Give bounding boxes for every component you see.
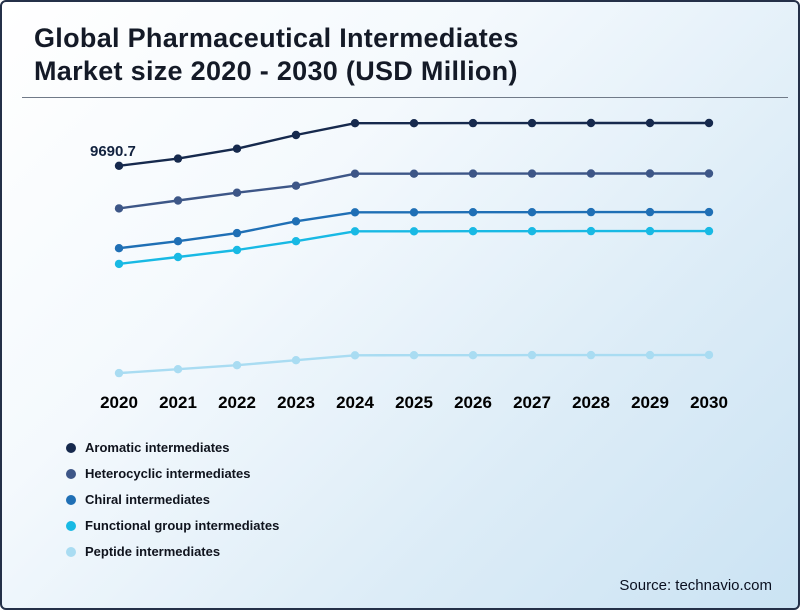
legend-label: Aromatic intermediates (85, 440, 230, 455)
legend-dot-icon (66, 442, 76, 453)
legend-label: Peptide intermediates (85, 544, 221, 559)
legend-item-aromatic: Aromatic intermediates (66, 440, 279, 455)
chart-legend: Aromatic intermediates Heterocyclic inte… (66, 440, 279, 559)
legend-label: Functional group intermediates (85, 518, 280, 533)
svg-text:2026: 2026 (454, 393, 492, 412)
legend-item-chiral: Chiral intermediates (66, 492, 279, 507)
svg-text:9690.7: 9690.7 (90, 143, 136, 160)
legend-dot-icon (66, 546, 76, 557)
chart-title-line2: Market size 2020 - 2030 (USD Million) (34, 55, 518, 86)
title-divider (22, 97, 788, 98)
svg-text:2028: 2028 (572, 393, 610, 412)
chart-title-line1: Global Pharmaceutical Intermediates (34, 23, 519, 53)
svg-text:2024: 2024 (336, 393, 374, 412)
chart-title: Global Pharmaceutical Intermediates Mark… (34, 22, 774, 88)
svg-text:2029: 2029 (631, 393, 669, 412)
legend-dot-icon (66, 468, 76, 479)
svg-text:2023: 2023 (277, 393, 315, 412)
svg-text:2027: 2027 (513, 393, 551, 412)
svg-text:2020: 2020 (100, 393, 138, 412)
legend-item-heterocyclic: Heterocyclic intermediates (66, 466, 279, 481)
svg-text:2025: 2025 (395, 393, 433, 412)
legend-item-peptide: Peptide intermediates (66, 544, 279, 559)
legend-label: Chiral intermediates (85, 492, 210, 507)
legend-label: Heterocyclic intermediates (85, 466, 251, 481)
legend-item-functional-group: Functional group intermediates (66, 518, 279, 533)
svg-text:2022: 2022 (218, 393, 256, 412)
legend-dot-icon (66, 494, 76, 505)
line-chart: 2020 2021 2022 2023 2024 2025 2026 2027 2028 2029… (90, 118, 728, 412)
source-attribution: Source: technavio.com (619, 577, 772, 594)
svg-text:2030: 2030 (690, 393, 728, 412)
legend-dot-icon (66, 520, 76, 531)
svg-text:2021: 2021 (159, 393, 197, 412)
